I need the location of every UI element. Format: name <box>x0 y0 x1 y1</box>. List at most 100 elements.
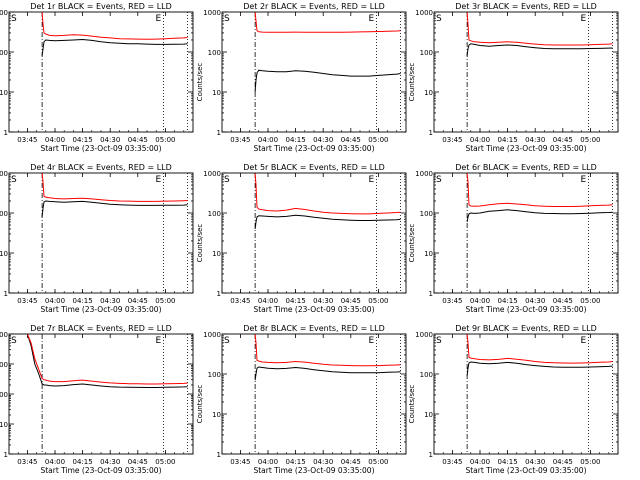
y-tick-label: 10 <box>424 250 433 258</box>
x-tick-label: 04:15 <box>286 297 306 305</box>
y-tick-label: 1 <box>217 290 221 298</box>
y-axis-label: Counts/sec <box>408 224 416 263</box>
y-tick-label: 100 <box>0 210 8 218</box>
y-tick-label: 10 <box>212 250 221 258</box>
x-tick-label: 03:45 <box>442 297 462 305</box>
panel-2: Det 2r BLACK = Events, RED = LLD 1 10 100 10… <box>196 2 407 153</box>
lld-series-line <box>254 11 401 33</box>
x-tick-label: 04:15 <box>286 458 306 466</box>
plot-frame <box>433 172 619 294</box>
x-tick-label: 04:15 <box>286 136 306 144</box>
x-tick-label: 04:30 <box>313 136 333 144</box>
marker-e-label: E <box>581 14 587 24</box>
x-tick-label: 04:45 <box>128 297 148 305</box>
x-tick-label: 04:30 <box>313 297 333 305</box>
y-tick-label: 100 <box>0 49 8 57</box>
panel-7: Det 7r BLACK = Events, RED = LLD 1 10 100 10… <box>0 324 194 475</box>
x-tick-label: 05:00 <box>155 136 175 144</box>
marker-s-label: S <box>224 175 230 185</box>
events-series-line <box>26 333 188 388</box>
panel-4: Det 4r BLACK = Events, RED = LLD 1 10 100 10… <box>0 163 194 314</box>
marker-s-label: S <box>11 336 17 346</box>
x-tick-label: 03:45 <box>442 136 462 144</box>
marker-e-label: E <box>156 175 162 185</box>
y-tick-label: 1 <box>217 451 221 459</box>
x-tick-label: 05:00 <box>368 458 388 466</box>
x-tick-label: 04:00 <box>258 297 278 305</box>
x-tick-label: 05:00 <box>580 297 600 305</box>
x-tick-label: 04:00 <box>258 136 278 144</box>
y-tick-label: 1 <box>4 451 8 459</box>
y-axis-label: Counts/sec <box>196 224 204 263</box>
lld-series-line <box>466 11 613 46</box>
plot-frame <box>433 11 619 133</box>
x-tick-label: 04:30 <box>100 297 120 305</box>
panel-3: Det 3r BLACK = Events, RED = LLD 1 10 100 10… <box>408 2 619 153</box>
x-tick-label: 04:15 <box>73 458 93 466</box>
y-tick-label: 1000 <box>203 9 221 17</box>
x-tick-label: 04:30 <box>100 136 120 144</box>
y-tick-label: 1000 <box>415 331 433 339</box>
panel-title: Det 8r BLACK = Events, RED = LLD <box>243 324 385 333</box>
plot-frame <box>221 11 407 133</box>
y-tick-label: 10 <box>0 421 8 429</box>
y-tick-label: 1000 <box>0 170 8 178</box>
marker-e-label: E <box>581 336 587 346</box>
y-tick-label: 1000 <box>415 9 433 17</box>
x-axis-label: Start Time (23-Oct-09 03:35:00) <box>253 144 374 153</box>
x-tick-label: 04:15 <box>498 136 518 144</box>
y-tick-label: 100 <box>420 371 433 379</box>
events-series-line <box>466 209 613 222</box>
y-tick-label: 1 <box>429 129 433 137</box>
marker-e-label: E <box>156 336 162 346</box>
y-tick-label: 10 <box>424 89 433 97</box>
plot-frame <box>221 172 407 294</box>
plot-frame <box>8 333 194 455</box>
x-tick-label: 03:45 <box>17 458 37 466</box>
x-tick-label: 03:45 <box>230 136 250 144</box>
y-tick-label: 100 <box>420 210 433 218</box>
y-tick-label: 1000 <box>203 331 221 339</box>
x-tick-label: 05:00 <box>580 136 600 144</box>
y-tick-label: 1 <box>4 129 8 137</box>
x-tick-label: 04:15 <box>498 297 518 305</box>
marker-e-label: E <box>581 175 587 185</box>
x-tick-label: 04:00 <box>45 458 65 466</box>
plot-frame <box>433 333 619 455</box>
x-axis-label: Start Time (23-Oct-09 03:35:00) <box>465 144 586 153</box>
y-tick-label: 100 <box>420 49 433 57</box>
panel-9: Det 9r BLACK = Events, RED = LLD 1 10 100 10… <box>408 324 619 475</box>
x-tick-label: 04:30 <box>100 458 120 466</box>
x-tick-label: 05:00 <box>155 297 175 305</box>
panel-5: Det 5r BLACK = Events, RED = LLD 1 10 100 10… <box>196 163 407 314</box>
x-tick-label: 03:45 <box>17 136 37 144</box>
x-tick-label: 03:45 <box>442 458 462 466</box>
y-tick-label: 10 <box>212 411 221 419</box>
lld-series-line <box>254 172 401 215</box>
events-series-line <box>466 43 613 56</box>
events-series-line <box>254 366 401 381</box>
panel-title: Det 1r BLACK = Events, RED = LLD <box>30 2 172 11</box>
lld-series-line <box>26 333 188 385</box>
x-tick-label: 04:15 <box>73 136 93 144</box>
x-tick-label: 04:45 <box>341 136 361 144</box>
plot-frame <box>8 11 194 133</box>
y-axis-label: Counts/sec <box>196 63 204 102</box>
events-series-line <box>41 38 188 56</box>
y-tick-label: 1 <box>217 129 221 137</box>
panel-title: Det 7r BLACK = Events, RED = LLD <box>30 324 172 333</box>
marker-e-label: E <box>369 175 375 185</box>
x-tick-label: 04:30 <box>313 458 333 466</box>
x-axis-label: Start Time (23-Oct-09 03:35:00) <box>40 466 161 475</box>
y-tick-label: 100 <box>208 49 221 57</box>
marker-s-label: S <box>11 14 17 24</box>
y-axis-label: Counts/sec <box>408 385 416 424</box>
x-axis-label: Start Time (23-Oct-09 03:35:00) <box>465 466 586 475</box>
x-tick-label: 04:00 <box>470 458 490 466</box>
x-tick-label: 04:30 <box>525 458 545 466</box>
marker-s-label: S <box>11 175 17 185</box>
y-tick-label: 1 <box>429 290 433 298</box>
marker-s-label: S <box>224 14 230 24</box>
